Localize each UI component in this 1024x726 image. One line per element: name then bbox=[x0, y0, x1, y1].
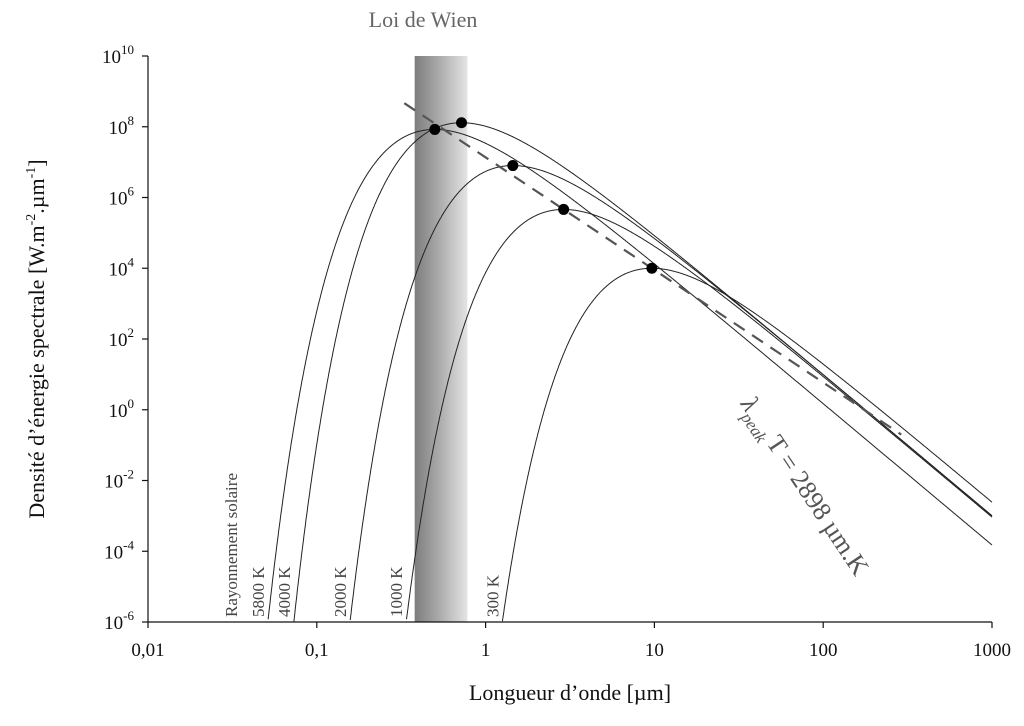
curve-300k bbox=[501, 267, 993, 622]
visible-spectrum-band bbox=[414, 56, 468, 622]
y-axis-title-exp1: -2 bbox=[24, 214, 39, 226]
peak-point-300k bbox=[646, 262, 658, 274]
x-tick-label-2: 1 bbox=[481, 640, 491, 661]
wien-equation-rest: T = 2898 µm.K bbox=[761, 430, 875, 581]
y-tick-label-8: 10-6 bbox=[104, 608, 134, 634]
x-tick-label-3: 10 bbox=[645, 640, 664, 661]
y-axis-title-main: Densité d’énergie spectrale [W.m bbox=[24, 225, 49, 518]
x-tick-label-4: 100 bbox=[809, 640, 838, 661]
peak-points bbox=[429, 117, 658, 274]
peak-point-4000k bbox=[456, 117, 468, 129]
chart-title: Loi de Wien bbox=[369, 7, 478, 32]
y-tick-label-4: 102 bbox=[109, 325, 135, 351]
y-axis-title-exp2: -1 bbox=[24, 167, 39, 179]
curve-1000k bbox=[406, 208, 993, 620]
wien-equation-label: λpeakT = 2898 µm.K bbox=[730, 390, 875, 583]
x-tick-label-1: 0,1 bbox=[305, 640, 329, 661]
axis-ticks: 0,01 0,1 1 10 100 1000 1010 108 106 104 102 100 10-2… bbox=[102, 42, 1011, 661]
y-tick-label-1: 108 bbox=[109, 113, 135, 139]
x-tick-label-0: 0,01 bbox=[131, 640, 164, 661]
peak-point-2000k bbox=[507, 160, 519, 172]
curve-label-1000k: 1000 K bbox=[387, 566, 406, 617]
y-axis-title-mid: .µm bbox=[24, 178, 49, 213]
y-tick-label-5: 100 bbox=[109, 396, 135, 422]
curve-4000k bbox=[293, 122, 993, 622]
x-tick-label-5: 1000 bbox=[973, 640, 1011, 661]
curve-labels: 5800 K 4000 K 2000 K 1000 K 300 K bbox=[249, 566, 503, 617]
y-tick-label-0: 1010 bbox=[102, 42, 134, 68]
curve-5800k bbox=[267, 128, 993, 620]
peak-point-1000k bbox=[558, 203, 570, 215]
curve-label-4000k: 4000 K bbox=[275, 566, 294, 617]
curve-label-5800k: 5800 K bbox=[249, 566, 268, 617]
y-tick-label-3: 104 bbox=[109, 254, 135, 280]
curve-label-2000k: 2000 K bbox=[331, 566, 350, 617]
y-tick-label-2: 106 bbox=[109, 184, 135, 210]
planck-curves bbox=[267, 122, 993, 622]
y-axis-title: Densité d’énergie spectrale [W.m-2.µm-1] bbox=[24, 159, 49, 518]
curve-label-300k: 300 K bbox=[483, 574, 502, 617]
solar-radiation-label: Rayonnement solaire bbox=[222, 473, 241, 617]
y-tick-label-7: 10-4 bbox=[104, 537, 134, 563]
y-tick-label-6: 10-2 bbox=[104, 467, 134, 493]
x-axis-title: Longueur d’onde [µm] bbox=[469, 680, 671, 705]
curve-2000k bbox=[349, 165, 993, 621]
peak-point-5800k bbox=[429, 123, 441, 135]
y-axis-title-end: ] bbox=[24, 159, 49, 166]
